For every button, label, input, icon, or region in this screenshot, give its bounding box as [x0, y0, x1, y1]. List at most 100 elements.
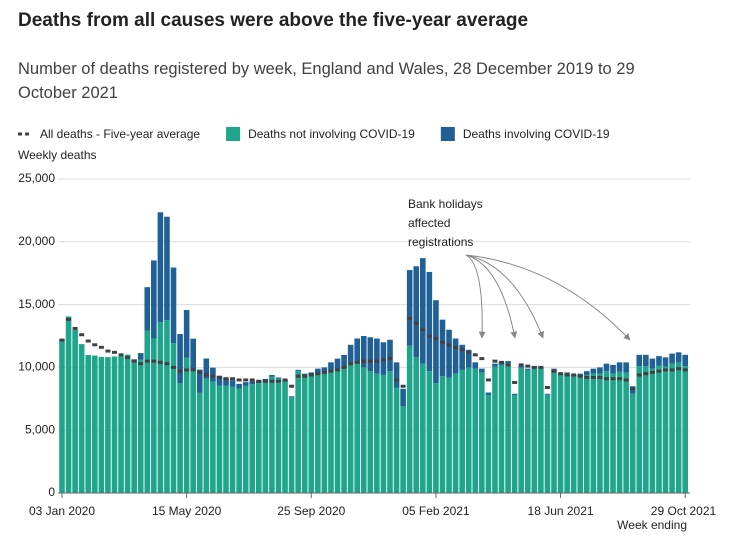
bar-segment [360, 367, 367, 493]
bar-segment [164, 320, 170, 493]
bar-segment [629, 393, 636, 493]
bar-segment [242, 385, 249, 493]
bar-segment [334, 358, 341, 370]
bar-segment [400, 388, 406, 407]
bar-segment [426, 271, 433, 372]
annotation-arrow [465, 254, 518, 339]
bar-segment [511, 393, 518, 396]
bar-segment [406, 345, 413, 493]
bar-segment [518, 367, 524, 493]
bar-segment [124, 354, 131, 493]
bar-segment [465, 349, 472, 368]
annotation-arrow [465, 254, 544, 339]
bar-segment [511, 395, 518, 493]
bar-segment [223, 385, 229, 493]
bar-segment [557, 374, 564, 493]
x-tick-label: 29 Oct 2021 [651, 504, 717, 518]
bar-segment [551, 368, 557, 370]
y-tick-label: 10,000 [18, 360, 55, 374]
bar-segment [183, 357, 190, 493]
bar-segment [210, 381, 216, 493]
bar-segment [118, 356, 124, 493]
bar-segment [459, 344, 465, 370]
bar-segment [544, 394, 551, 493]
bar-segment [649, 368, 656, 493]
annotation-arrow [465, 254, 486, 339]
bar-segment [662, 366, 669, 493]
bar-segment [131, 360, 137, 493]
bar-segment [177, 383, 183, 493]
bar-segment [387, 339, 393, 372]
bar-segment [229, 380, 236, 387]
bar-segment [380, 374, 387, 493]
bar-segment [321, 367, 328, 373]
bar-segment [656, 356, 662, 366]
bar-segment [636, 366, 643, 493]
bar-segment [426, 371, 433, 493]
bar-segment [256, 383, 262, 493]
y-axis-label: Weekly deaths [18, 148, 97, 162]
bar-segment [190, 371, 196, 493]
bar-segment [669, 363, 675, 493]
bar-segment [662, 357, 669, 367]
bar-segment [275, 377, 282, 379]
bar-segment [492, 366, 498, 493]
bar-segment [420, 258, 426, 364]
bar-segment [420, 363, 426, 493]
bar-segment [216, 385, 223, 493]
x-tick-label: 25 Sep 2020 [277, 504, 345, 518]
bar-segment [439, 319, 446, 377]
bar-segment [328, 362, 334, 370]
bar-segment [347, 344, 354, 363]
bar-segment [301, 375, 308, 493]
annotation-text: Bank holidays [408, 197, 483, 211]
bar-segment [328, 369, 334, 493]
bar-segment [249, 381, 256, 385]
bar-segment [196, 392, 203, 493]
bar-segment [551, 369, 557, 493]
bar-segment [72, 329, 78, 493]
bar-segment [137, 359, 144, 493]
bar-segment [610, 364, 616, 374]
bar-segment [295, 369, 301, 372]
bar-segment [616, 371, 623, 493]
legend-swatch [226, 127, 241, 141]
bar-segment [78, 344, 85, 493]
bar-segment [183, 309, 190, 358]
bar-segment [282, 381, 288, 493]
bar-segment [524, 369, 531, 493]
bar-segment [374, 373, 380, 493]
bar-segment [433, 300, 439, 384]
bar-segment [236, 388, 242, 493]
x-tick-label: 15 May 2020 [152, 504, 222, 518]
bar-segment [98, 356, 105, 493]
bar-segment [65, 316, 72, 493]
bar-segment [59, 339, 65, 493]
bar-segment [321, 372, 328, 493]
bar-segment [347, 362, 354, 493]
bar-segment [577, 376, 584, 493]
bar-segment [459, 369, 465, 493]
bar-segment [472, 368, 479, 493]
bar-segment [295, 371, 301, 493]
annotation-arrow [465, 254, 631, 341]
bar-segment [393, 387, 400, 493]
bar-segment [616, 362, 623, 372]
bar-segment [341, 368, 347, 493]
bar-segment [236, 383, 242, 389]
bar-segment [479, 368, 485, 373]
chart-subtitle: Number of deaths registered by week, Eng… [18, 60, 635, 102]
chart-title: Deaths from all causes were above the fi… [18, 10, 529, 31]
legend-label: Deaths involving COVID-19 [463, 127, 610, 141]
bar-segment [538, 368, 544, 493]
bar-segment [301, 373, 308, 376]
bar-segment [610, 373, 616, 493]
bar-segment [643, 354, 649, 367]
x-tick-label: 05 Feb 2021 [402, 504, 470, 518]
bar-segment [92, 355, 98, 493]
bar-segment [433, 383, 439, 493]
y-tick-label: 15,000 [18, 297, 55, 311]
bar-segment [308, 374, 315, 493]
bar-segment [137, 353, 144, 360]
